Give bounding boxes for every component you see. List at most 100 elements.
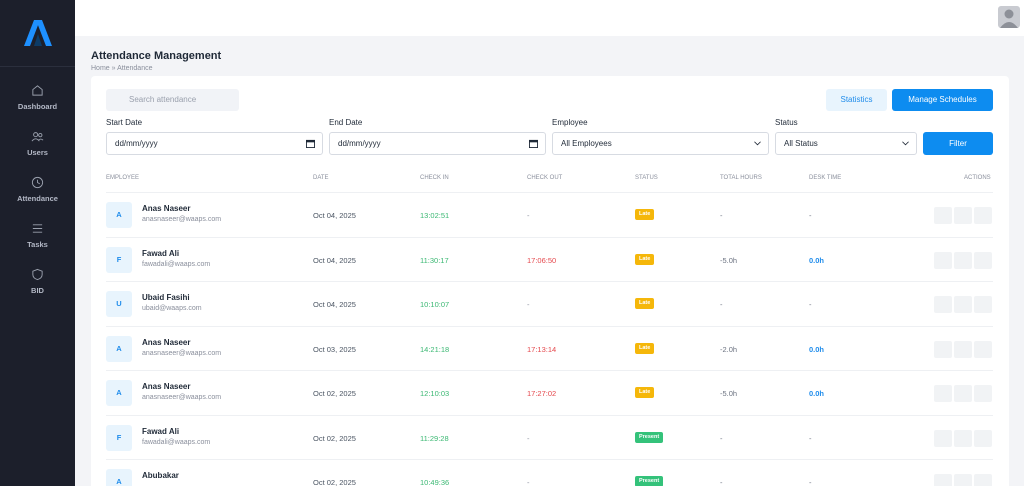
total-hours-cell: - [720,434,723,443]
date-cell: Oct 04, 2025 [313,211,356,220]
table-row[interactable]: A Anas Naseer anasnaseer@waaps.com Oct 03, … [106,326,993,370]
chevron-down-icon [902,141,909,146]
employee-name: Anas Naseer [142,382,191,391]
employee-email: fawadali@waaps.com [142,439,211,446]
start-date-label: Start Date [106,118,143,127]
employee-initial-avatar: F [106,247,132,273]
sidebar-item-dashboard[interactable]: Dashboard [0,84,75,126]
column-header-check-out: CHECK OUT [527,175,563,181]
calendar-icon[interactable] [529,139,538,148]
date-cell: Oct 02, 2025 [313,478,356,486]
date-cell: Oct 03, 2025 [313,345,356,354]
date-cell: Oct 02, 2025 [313,389,356,398]
chevron-down-icon [754,141,761,146]
top-bar [75,0,1024,36]
status-badge: Late [635,387,655,398]
end-date-field[interactable]: dd/mm/yyyy [329,132,546,155]
edit-action-button[interactable] [954,341,972,358]
date-cell: Oct 02, 2025 [313,434,356,443]
employee-select-value: All Employees [561,139,612,148]
status-badge: Late [635,298,655,309]
employee-initial-avatar: F [106,425,132,451]
delete-action-button[interactable] [974,341,992,358]
filter-button[interactable]: Filter [923,132,993,155]
view-action-button[interactable] [934,385,952,402]
table-row[interactable]: F Fawad Ali fawadali@waaps.com Oct 04, 2025… [106,237,993,281]
edit-action-button[interactable] [954,207,972,224]
table-row[interactable]: A Abubakar Oct 02, 2025 10:49:36 - Present - - [106,459,993,486]
sidebar-divider [0,66,75,67]
delete-action-button[interactable] [974,207,992,224]
sidebar-item-tasks[interactable]: Tasks [0,222,75,264]
total-hours-cell: -5.0h [720,256,738,265]
view-action-button[interactable] [934,207,952,224]
column-header-desk-time: DESK TIME [809,175,842,181]
sidebar-item-label: Attendance [17,194,58,203]
statistics-button[interactable]: Statistics [826,89,887,111]
delete-action-button[interactable] [974,430,992,447]
delete-action-button[interactable] [974,296,992,313]
user-icon [1000,9,1018,28]
app-logo[interactable] [22,20,54,46]
table-row[interactable]: U Ubaid Fasihi ubaid@waaps.com Oct 04, 2025… [106,281,993,325]
employee-name: Anas Naseer [142,204,191,213]
view-action-button[interactable] [934,252,952,269]
edit-action-button[interactable] [954,474,972,486]
desk-time-cell: 0.0h [809,345,825,354]
edit-action-button[interactable] [954,385,972,402]
sidebar: Dashboard Users Attendance Tasks BID [0,0,75,486]
check-in-cell: 10:10:07 [420,300,450,309]
employee-initial-avatar: A [106,336,132,362]
edit-action-button[interactable] [954,430,972,447]
status-label: Status [775,118,798,127]
search-input[interactable]: Search attendance [106,89,239,111]
user-avatar[interactable] [998,6,1020,28]
status-select[interactable]: All Status [775,132,917,155]
status-select-value: All Status [784,139,818,148]
delete-action-button[interactable] [974,385,992,402]
status-badge: Late [635,209,655,220]
view-action-button[interactable] [934,296,952,313]
employee-name: Abubakar [142,471,179,480]
employee-name: Fawad Ali [142,427,180,436]
employee-email: fawadali@waaps.com [142,261,211,268]
sidebar-item-label: Dashboard [17,102,58,111]
breadcrumb[interactable]: Home » Attendance [91,65,153,72]
edit-action-button[interactable] [954,296,972,313]
view-action-button[interactable] [934,430,952,447]
desk-time-cell: - [809,211,812,220]
employee-select[interactable]: All Employees [552,132,769,155]
column-header-total-hours: TOTAL HOURS [720,175,762,181]
column-header-status: STATUS [635,175,658,181]
shield-icon [32,268,43,281]
edit-action-button[interactable] [954,252,972,269]
employee-email: ubaid@waaps.com [142,305,202,312]
column-header-check-in: CHECK IN [420,175,449,181]
table-row[interactable]: A Anas Naseer anasnaseer@waaps.com Oct 02, … [106,370,993,414]
sidebar-item-users[interactable]: Users [0,130,75,172]
sidebar-item-attendance[interactable]: Attendance [0,176,75,218]
calendar-icon[interactable] [306,139,315,148]
start-date-field[interactable]: dd/mm/yyyy [106,132,323,155]
employee-email: anasnaseer@waaps.com [142,216,222,223]
check-in-cell: 11:30:17 [420,256,449,265]
table-row[interactable]: F Fawad Ali fawadali@waaps.com Oct 02, 2025… [106,415,993,459]
check-in-cell: 11:29:28 [420,434,449,443]
total-hours-cell: -2.0h [720,345,738,354]
page-title: Attendance Management [91,50,222,62]
table-row[interactable]: A Anas Naseer anasnaseer@waaps.com Oct 04, … [106,192,993,236]
employee-label: Employee [552,118,588,127]
status-badge: Present [635,432,664,443]
date-cell: Oct 04, 2025 [313,256,356,265]
desk-time-cell: - [809,300,812,309]
view-action-button[interactable] [934,341,952,358]
start-date-value: dd/mm/yyyy [115,139,158,148]
delete-action-button[interactable] [974,474,992,486]
delete-action-button[interactable] [974,252,992,269]
check-out-cell: - [527,211,530,220]
end-date-label: End Date [329,118,363,127]
sidebar-item-bid[interactable]: BID [0,268,75,310]
manage-schedules-button[interactable]: Manage Schedules [892,89,993,111]
total-hours-cell: - [720,300,723,309]
view-action-button[interactable] [934,474,952,486]
